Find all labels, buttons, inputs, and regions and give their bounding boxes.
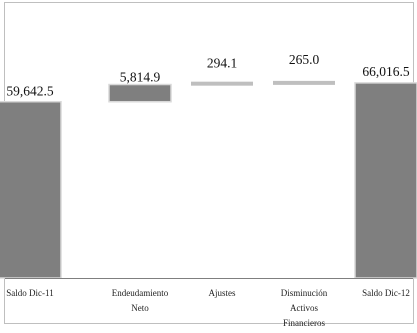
- category-labels-layer: Saldo Dic-11 Endeudamiento Neto Ajustes Dism…: [6, 288, 410, 328]
- category-label-5: Saldo Dic-12: [362, 288, 410, 298]
- bar-1: [0, 100, 62, 279]
- bar-4: [273, 80, 335, 85]
- data-label-2: 5,814.9: [120, 70, 161, 85]
- category-label-1: Saldo Dic-11: [6, 288, 53, 298]
- bars-layer: [0, 80, 417, 279]
- data-labels-layer: 59,642.5 5,814.9 294.1 265.0 66,016.5: [6, 52, 410, 99]
- category-label-3: Ajustes: [209, 288, 236, 298]
- chart-frame: [4, 2, 414, 324]
- category-label-4-line-3: Financieros: [283, 318, 325, 328]
- bar-5: [354, 82, 417, 279]
- category-label-2-line-2: Neto: [131, 303, 149, 313]
- data-label-3: 294.1: [207, 56, 237, 71]
- category-label-2-line-1: Endeudamiento: [112, 288, 169, 298]
- category-label-4-line-2: Activos: [290, 303, 318, 313]
- bar-2: [108, 83, 172, 103]
- bar-3: [191, 81, 253, 86]
- category-label-4-line-1: Disminución: [281, 288, 328, 298]
- data-label-4: 265.0: [289, 52, 320, 67]
- data-label-5: 66,016.5: [362, 64, 410, 79]
- data-label-1: 59,642.5: [6, 84, 54, 99]
